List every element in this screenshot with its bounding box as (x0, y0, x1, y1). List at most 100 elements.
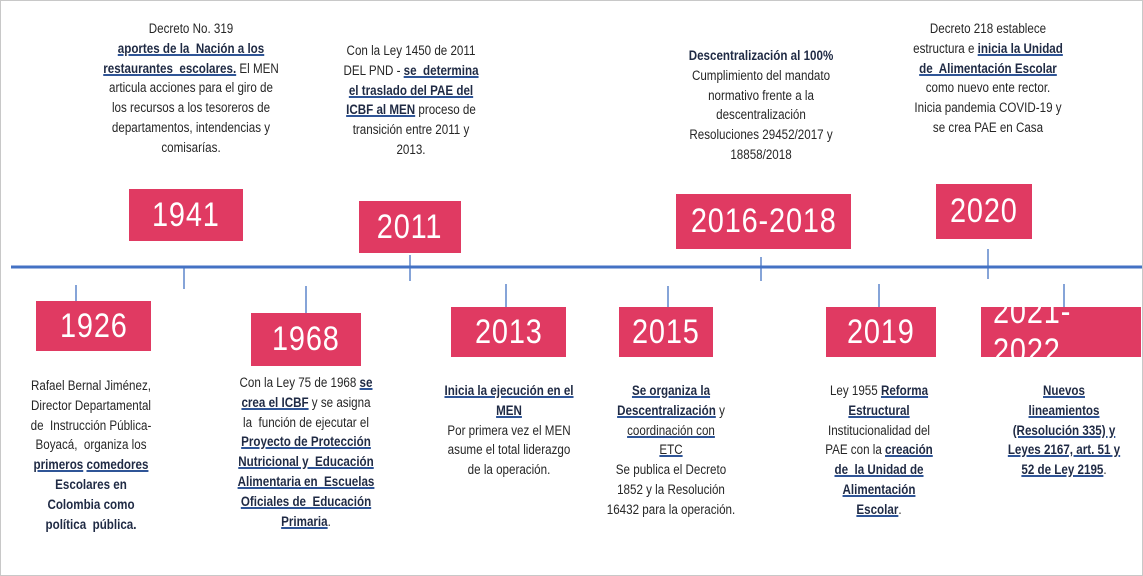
event-description: Descentralización al 100% Cumplimiento de… (658, 46, 864, 165)
text-run: descentralización (716, 107, 806, 123)
event-description: Nuevos lineamientos (Resolución 335) y Leye… (961, 381, 1142, 480)
text-run: Institucionalidad del (828, 422, 930, 438)
text-line: Inicia la ejecución en el (406, 381, 612, 401)
text-line: los recursos a los tesoreros de (88, 98, 294, 118)
year: 2011 (377, 207, 443, 246)
year-box: 2015 (619, 307, 713, 357)
text-run: Escolar (856, 501, 899, 517)
text-run: Con la Ley 1450 de 2011 (346, 43, 476, 58)
text-line: Ley 1955 Reforma (776, 381, 982, 401)
text-line: Inicia pandemia COVID-19 y (885, 98, 1091, 118)
text-run: ICBF al MEN (346, 102, 416, 118)
text-line: el traslado del PAE del (308, 81, 514, 101)
year-box: 2019 (826, 307, 936, 357)
text-run: 2013. (396, 141, 426, 157)
event-description: Decreto 218 establece estructura e inicia… (885, 19, 1091, 138)
text-line: Director Departamental (1, 396, 194, 416)
year: 2015 (632, 312, 700, 351)
text-line: de Alimentación Escolar (885, 59, 1091, 79)
text-run: Primaria (281, 513, 328, 529)
text-run: de la operación. (467, 462, 551, 478)
year-box: 2011 (359, 201, 461, 253)
text-line: Boyacá, organiza los (1, 435, 194, 455)
event-description: Ley 1955 Reforma Estructural Institucional… (776, 381, 982, 520)
text-run: coordinación con (627, 422, 715, 438)
text-run: Reforma (880, 383, 929, 398)
text-run: ETC (659, 442, 683, 458)
text-run: Proyecto de Protección (241, 434, 371, 450)
text-line: política pública. (1, 515, 194, 535)
text-line: crea el ICBF y se asigna (203, 393, 409, 413)
text-run: . (898, 501, 902, 517)
text-line: Leyes 2167, art. 51 y (961, 440, 1142, 460)
text-line: Con la Ley 1450 de 2011 (308, 41, 514, 61)
event-description: Inicia la ejecución en el MEN Por primera … (406, 381, 612, 480)
text-run: Resoluciones 29452/2017 y (689, 127, 833, 143)
text-line: Nutricional y Educación (203, 452, 409, 472)
text-run: asume el total liderazgo (447, 442, 571, 458)
text-line: (Resolución 335) y (961, 421, 1142, 441)
text-line: Nuevos (961, 381, 1142, 401)
text-run: Se publica el Decreto (615, 462, 727, 478)
text-line: Colombia como (1, 495, 194, 515)
year-box: 1926 (36, 301, 151, 351)
text-run: Por primera vez el MEN (447, 422, 571, 438)
text-line: MEN (406, 401, 612, 421)
text-line: DEL PND - se determina (308, 61, 514, 81)
text-line: PAE con la creación (776, 440, 982, 460)
text-line: Oficiales de Educación (203, 492, 409, 512)
text-run: Boyacá, organiza los (35, 437, 147, 453)
text-run: 18858/2018 (730, 146, 792, 162)
text-line: asume el total liderazgo (406, 440, 612, 460)
text-line: Cumplimiento del mandato (658, 66, 864, 86)
text-run: lineamientos (1028, 402, 1100, 418)
text-line: descentralización (658, 105, 864, 125)
text-line: Alimentación (776, 480, 982, 500)
text-run: el traslado del PAE del (348, 82, 474, 98)
text-run: Nutricional y Educación (238, 454, 374, 470)
text-line: Se publica el Decreto (568, 460, 774, 480)
text-run: Colombia como (47, 496, 135, 512)
year: 2016-2018 (690, 202, 837, 240)
text-run: Estructural (848, 402, 910, 418)
text-line: Por primera vez el MEN (406, 421, 612, 441)
year-box: 1968 (251, 313, 361, 366)
text-run: Oficiales de Educación (240, 493, 372, 509)
text-run: estructura e (913, 40, 978, 56)
year-box: 2016-2018 (676, 194, 851, 249)
text-line: restaurantes escolares. El MEN (88, 59, 294, 79)
text-run: Ley 1955 (829, 383, 881, 398)
text-line: Descentralización y (568, 401, 774, 421)
text-run: de Alimentación Escolar (919, 60, 1057, 76)
text-line: ETC (568, 440, 774, 460)
text-line: Con la Ley 75 de 1968 se (203, 373, 409, 393)
text-run: 16432 para la operación. (606, 501, 736, 517)
text-line: departamentos, intendencias y (88, 118, 294, 138)
text-line: 1852 y la Resolución (568, 480, 774, 500)
text-line: de la Unidad de (776, 460, 982, 480)
text-run: 1852 y la Resolución (617, 481, 725, 497)
text-run: la función de ejecutar el (243, 414, 369, 430)
text-line: de Instrucción Pública- (1, 416, 194, 436)
text-run: de la Unidad de (834, 462, 924, 478)
text-line: Decreto 218 establece (885, 19, 1091, 39)
text-run: Director Departamental (30, 397, 152, 413)
text-line: Institucionalidad del (776, 421, 982, 441)
text-run: DEL PND - (343, 62, 404, 78)
text-run: Descentralización (617, 402, 716, 418)
text-run: normativo frente a la (708, 87, 814, 103)
text-line: coordinación con (568, 421, 774, 441)
text-run: Rafael Bernal Jiménez, (30, 378, 152, 393)
year-box: 2020 (936, 184, 1032, 239)
text-line: normativo frente a la (658, 86, 864, 106)
text-run: 52 de Ley 2195 (1021, 462, 1104, 478)
text-run: política pública. (45, 516, 137, 532)
text-line: Alimentaria en Escuelas (203, 472, 409, 492)
text-run: Con la Ley 75 de 1968 (239, 375, 360, 390)
year: 1926 (59, 306, 128, 345)
text-line: Escolar. (776, 500, 982, 520)
year-box: 2013 (451, 307, 566, 357)
text-run: los recursos a los tesoreros de (111, 100, 271, 116)
